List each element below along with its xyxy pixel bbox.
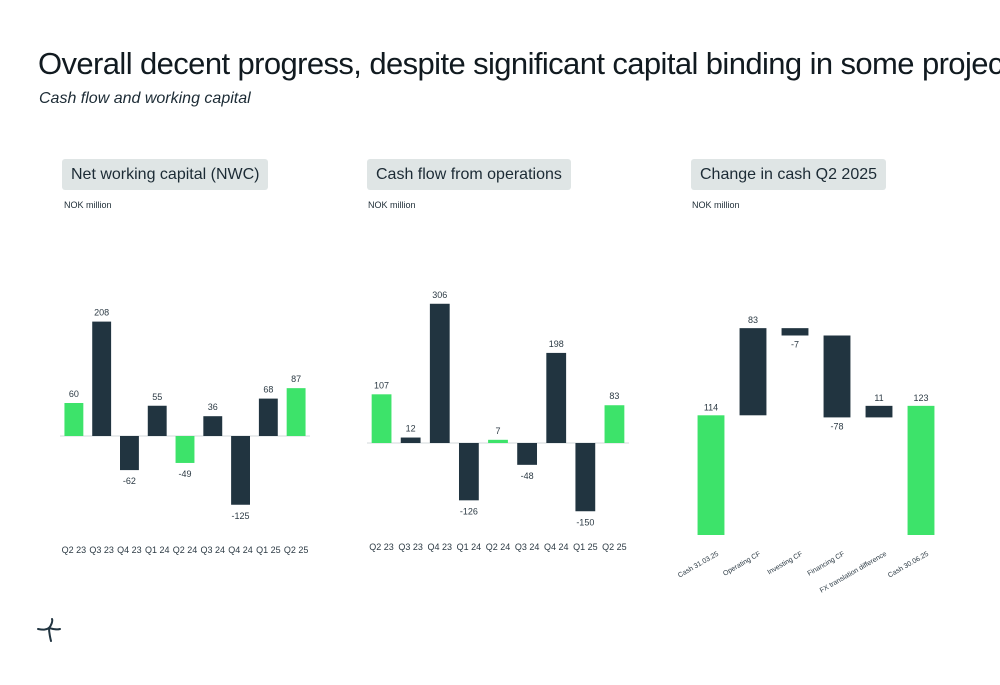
chart-0-bar [175, 436, 195, 463]
cfo-chart-title: Cash flow from operations [367, 159, 571, 190]
chart-1-category-label: Q4 24 [544, 542, 569, 552]
chart-0-bar [203, 416, 223, 436]
chart-1-category-label: Q4 23 [428, 542, 453, 552]
chart-0-bar [92, 321, 112, 436]
chart-0-category-label: Q1 25 [256, 545, 281, 555]
cfo-unit-label: NOK million [368, 200, 416, 210]
chart-1-category-label: Q3 24 [515, 542, 540, 552]
chart-1-bar [458, 443, 479, 501]
chart-2-value-label: -7 [791, 340, 799, 350]
chart-1-value-label: 198 [549, 339, 564, 349]
chart-1-bar [429, 303, 450, 443]
chart-2-bar [781, 328, 809, 336]
chart-2-bar [865, 405, 893, 418]
chart-0-value-label: 87 [291, 374, 301, 384]
chart-2-bar [823, 335, 851, 418]
chart-0-bar [231, 436, 250, 505]
chart-1-value-label: 7 [495, 426, 500, 436]
chart-2-category-label: Cash 30.06.25 [887, 551, 930, 580]
chart-1-category-label: Q2 24 [486, 542, 511, 552]
cash-change-chart-title: Change in cash Q2 2025 [691, 159, 887, 190]
chart-0-category-label: Q3 23 [89, 545, 114, 555]
chart-1-value-label: 83 [609, 391, 619, 401]
chart-0-bar [64, 403, 84, 436]
cash-change-unit-label: NOK million [692, 200, 740, 210]
chart-1-value-label: -48 [521, 471, 534, 481]
brand-logo-icon [37, 618, 61, 642]
chart-0-bar [120, 436, 139, 471]
chart-2-bar [697, 415, 725, 535]
chart-0-value-label: 55 [152, 392, 162, 402]
chart-1-category-label: Q3 23 [398, 542, 423, 552]
chart-1-category-label: Q2 25 [602, 542, 627, 552]
chart-2-category-label: Operating CF [722, 551, 762, 578]
chart-0-value-label: 36 [208, 402, 218, 412]
chart-0-category-label: Q2 25 [284, 545, 309, 555]
chart-2-category-label: Cash 31.03.25 [677, 551, 720, 580]
chart-1-category-label: Q1 24 [457, 542, 482, 552]
chart-1-value-label: -150 [576, 517, 594, 527]
chart-0-category-label: Q2 24 [173, 545, 198, 555]
chart-0-bar [286, 388, 306, 436]
chart-2-bar [739, 328, 767, 416]
chart-1-bar [546, 352, 567, 443]
chart-0-category-label: Q3 24 [201, 545, 226, 555]
chart-0-value-label: -62 [123, 476, 136, 486]
chart-2-value-label: 114 [704, 402, 718, 412]
chart-0-value-label: -125 [232, 511, 250, 521]
page-subtitle: Cash flow and working capital [39, 90, 251, 107]
chart-0-bar [147, 405, 167, 436]
chart-1-value-label: -126 [460, 506, 478, 516]
chart-1-value-label: 12 [406, 424, 416, 434]
chart-1-category-label: Q2 23 [369, 542, 394, 552]
chart-0-category-label: Q2 23 [62, 545, 87, 555]
chart-0-category-label: Q1 24 [145, 545, 170, 555]
chart-2-value-label: -78 [830, 421, 843, 431]
chart-1-bar [400, 437, 421, 443]
chart-0-bar [258, 398, 278, 436]
chart-2-category-label: Financing CF [806, 551, 846, 578]
nwc-unit-label: NOK million [64, 200, 112, 210]
chart-1-value-label: 306 [432, 290, 447, 300]
nwc-chart-title: Net working capital (NWC) [62, 159, 269, 190]
chart-2-value-label: 123 [913, 393, 928, 403]
cash-change-waterfall-chart: 114 Cash 31.03.25 83 Operating CF -7 Investin… [677, 315, 935, 595]
chart-0-value-label: -49 [178, 469, 191, 479]
nwc-bar-chart: 60 Q2 23 208 Q3 23 -62 Q4 23 55 Q1 24 -49 Q2 24 36… [60, 308, 310, 555]
chart-0-value-label: 60 [69, 389, 79, 399]
chart-1-bar [488, 439, 508, 443]
chart-2-bar [907, 405, 935, 535]
page-title: Overall decent progress, despite signifi… [38, 46, 1000, 81]
cfo-bar-chart: 107 Q2 23 12 Q3 23 306 Q4 23 -126 Q1 24 7 Q2 24 -4… [367, 290, 629, 552]
chart-0-category-label: Q4 23 [117, 545, 142, 555]
chart-0-value-label: 208 [94, 308, 109, 318]
chart-1-bar [517, 443, 538, 465]
chart-1-value-label: 107 [374, 380, 389, 390]
chart-1-bar [604, 405, 625, 443]
chart-1-bar [371, 394, 392, 443]
chart-2-category-label: Investing CF [766, 551, 804, 577]
chart-1-category-label: Q1 25 [573, 542, 598, 552]
chart-0-category-label: Q4 24 [228, 545, 253, 555]
chart-2-value-label: 11 [874, 393, 883, 403]
chart-0-value-label: 68 [263, 385, 273, 395]
chart-1-bar [575, 443, 596, 512]
chart-2-value-label: 83 [748, 315, 758, 325]
